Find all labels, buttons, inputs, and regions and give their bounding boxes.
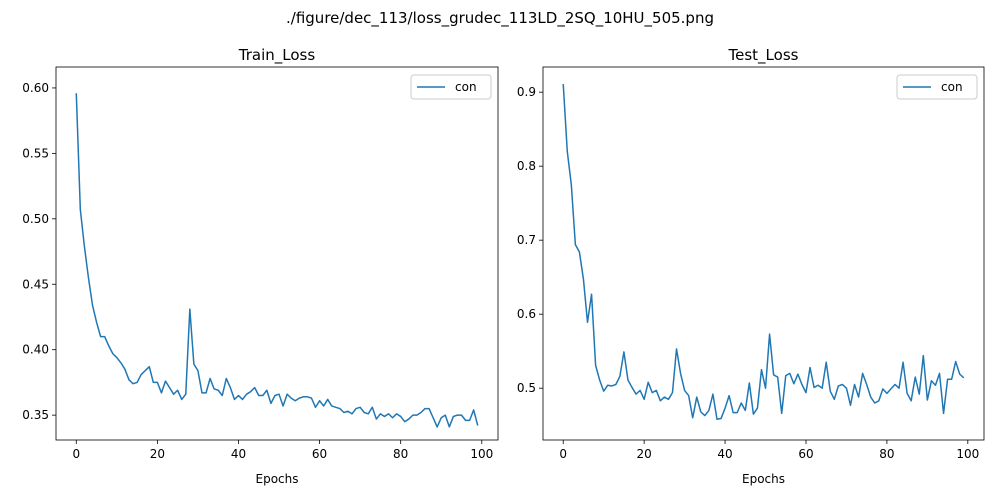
test-series-line-con — [562, 83, 965, 421]
test-loss-subplot: Test_Loss 0 20 40 60 80 100 0.5 0.6 0.7 0.8 0.9 Epoc… — [517, 46, 985, 486]
figure-suptitle: ./figure/dec_113/loss_grudec_113LD_2SQ_1… — [286, 9, 714, 28]
test-legend-label: con — [941, 80, 963, 94]
train-loss-subplot: Train_Loss 0 20 40 60 80 100 0.35 0.40 0.45 0.50 0.… — [22, 46, 499, 486]
train-x-tick-label: 20 — [150, 447, 165, 461]
train-y-tick-label: 0.45 — [22, 277, 49, 291]
train-x-tick-label: 60 — [312, 447, 327, 461]
train-y-tick-label: 0.55 — [22, 146, 49, 160]
test-y-tick-label: 0.5 — [517, 381, 536, 395]
test-x-tick-label: 40 — [717, 447, 732, 461]
train-legend: con — [410, 74, 492, 100]
train-x-tick-label: 80 — [393, 447, 408, 461]
train-y-tick-label: 0.50 — [22, 212, 49, 226]
train-series-line-con — [75, 93, 479, 428]
test-legend: con — [896, 74, 978, 100]
train-y-tick-label: 0.60 — [22, 81, 49, 95]
train-chart-title: Train_Loss — [238, 46, 316, 65]
test-x-tick-label: 20 — [637, 447, 652, 461]
train-legend-label: con — [455, 80, 477, 94]
test-x-tick-label: 100 — [956, 447, 979, 461]
test-y-tick-label: 0.7 — [517, 233, 536, 247]
test-y-tick-label: 0.9 — [517, 85, 536, 99]
train-axes-frame — [55, 66, 499, 441]
test-x-tick-label: 0 — [559, 447, 567, 461]
train-y-tick-label: 0.40 — [22, 343, 49, 357]
train-x-tick-label: 40 — [231, 447, 246, 461]
train-y-tick-label: 0.35 — [22, 408, 49, 422]
train-x-tick-label: 100 — [470, 447, 493, 461]
test-axes-frame — [542, 66, 985, 441]
train-x-tick-label: 0 — [72, 447, 80, 461]
test-chart-title: Test_Loss — [728, 46, 799, 65]
test-y-tick-label: 0.6 — [517, 307, 536, 321]
train-x-axis-label: Epochs — [256, 472, 299, 486]
train-legend-box — [410, 74, 492, 100]
test-y-tick-label: 0.8 — [517, 159, 536, 173]
test-legend-box — [896, 74, 978, 100]
test-x-tick-label: 80 — [879, 447, 894, 461]
test-x-tick-label: 60 — [798, 447, 813, 461]
test-x-axis-label: Epochs — [742, 472, 785, 486]
